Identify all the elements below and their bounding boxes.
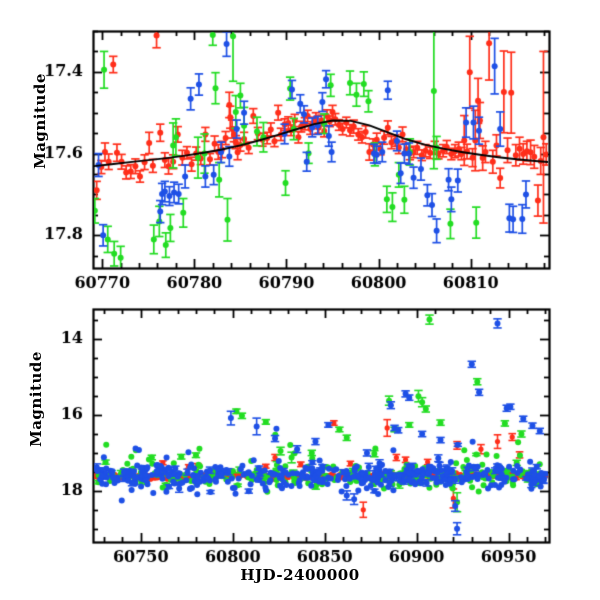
top-panel-y-axis-title: Magnitude [31,73,49,169]
bottom-panel-x-axis-title: HJD-2400000 [240,566,360,584]
bottom-panel-y-axis-title: Magnitude [27,351,45,447]
